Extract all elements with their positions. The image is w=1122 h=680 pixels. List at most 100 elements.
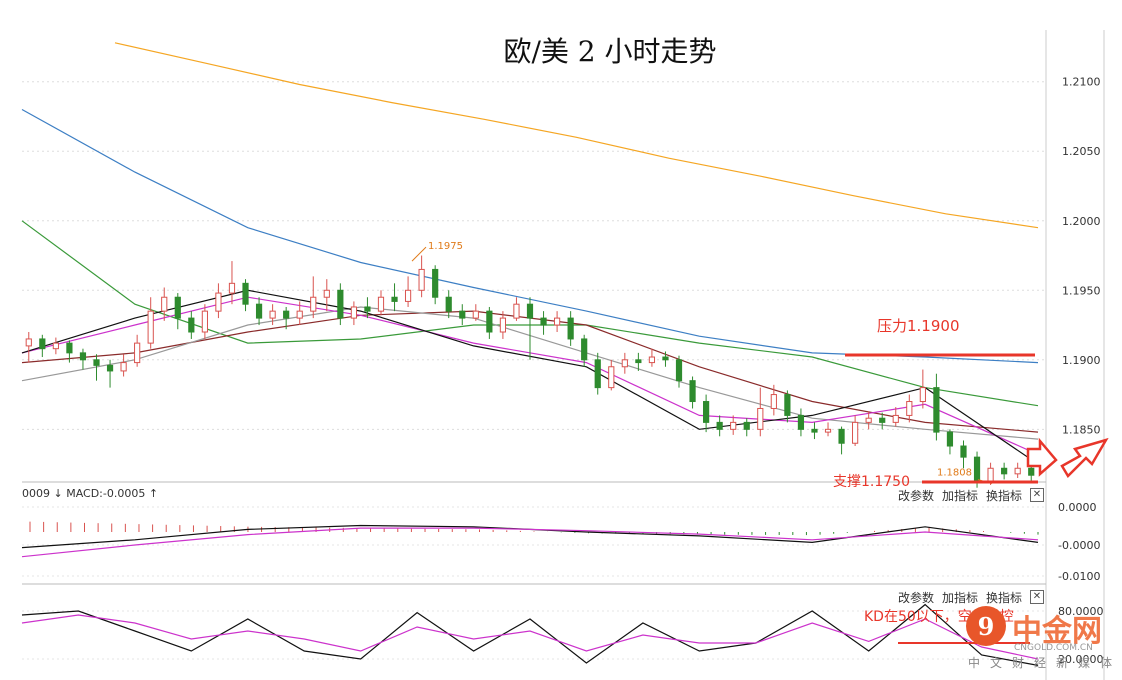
candle-body (1028, 467, 1035, 476)
candle-body (391, 296, 398, 302)
candle-body (161, 296, 168, 312)
chart-title: 欧/美 2 小时走势 (503, 35, 717, 68)
candle-body (269, 310, 276, 319)
watermark-logo-glyph: 9 (977, 612, 995, 641)
candle-body (513, 303, 520, 319)
candle-body (675, 359, 683, 382)
macd-change-params-button[interactable]: 改参数 (898, 489, 935, 503)
macd-tick-label: -0.0000 (1058, 539, 1100, 552)
candles-layer (25, 255, 1035, 488)
candle-body (310, 296, 317, 312)
candle-body (242, 282, 249, 305)
candle-body (581, 338, 588, 361)
candle-body (973, 456, 981, 483)
candle-body (52, 342, 59, 350)
watermark-subtitle: 中文财经新媒体 (968, 656, 1122, 670)
candle-body (66, 342, 73, 354)
ma-line-1 (114, 42, 1039, 229)
candle-body (404, 289, 412, 302)
candle-body (228, 282, 236, 294)
candle-body (79, 352, 87, 361)
candle-body (445, 296, 452, 312)
watermark-logo-icon: 9 (966, 606, 1006, 646)
kd-change-params-button[interactable]: 改参数 (898, 591, 935, 605)
macd-switch-indicator-button[interactable]: 换指标 (986, 489, 1023, 503)
candle-body (838, 428, 845, 444)
resistance-label: 压力1.1900 (877, 317, 960, 335)
grid-layer (22, 30, 1105, 680)
candle-body (743, 421, 750, 430)
kd-tick-label: 20.0000 (1058, 653, 1104, 666)
price-tick-label: 1.1900 (1062, 354, 1101, 367)
macd-tick-label: -0.0100 (1058, 570, 1100, 583)
candle-body (134, 342, 141, 364)
price-tick-label: 1.2000 (1062, 215, 1101, 228)
candle-body (296, 310, 303, 319)
candle-body (255, 303, 263, 319)
candle-body (526, 303, 534, 319)
kd-k-line (21, 603, 1039, 666)
candle-body (364, 306, 371, 312)
candle-body (540, 317, 547, 326)
candle-body (946, 431, 954, 447)
candle-body (106, 364, 114, 372)
high-pointer-line (411, 246, 427, 262)
kd-close-icon[interactable]: ✕ (1030, 590, 1044, 604)
macd-close-icon[interactable]: ✕ (1030, 488, 1044, 502)
arrow-up-right-icon (1060, 437, 1109, 479)
low-price-label: 1.1808 (937, 468, 972, 479)
candle-body (418, 268, 425, 291)
candle-body (377, 296, 385, 312)
candle-body (432, 268, 439, 298)
candle-body (1014, 467, 1021, 475)
candle-body (662, 356, 669, 361)
candle-body (147, 310, 154, 344)
kd-d-line (21, 614, 1039, 660)
candle-body (215, 292, 222, 312)
candle-body (350, 306, 357, 319)
candle-body (987, 467, 994, 483)
candle-body (608, 366, 615, 389)
candle-body (188, 317, 195, 333)
kd-tick-label: 80.0000 (1058, 605, 1104, 618)
candle-body (770, 394, 777, 409)
watermark-name: 中金网 (1012, 614, 1102, 649)
candle-body (337, 289, 344, 319)
candle-body (933, 387, 940, 433)
price-tick-label: 1.1850 (1062, 423, 1101, 436)
candle-body (486, 310, 493, 333)
macd-add-indicator-button[interactable]: 加指标 (942, 489, 979, 503)
candle-body (824, 428, 832, 433)
price-tick-label: 1.2050 (1062, 145, 1101, 158)
candle-body (892, 414, 899, 423)
candle-body (960, 445, 967, 458)
candle-body (811, 428, 818, 433)
watermark-url: CNGOLD.COM.CN (1014, 643, 1093, 653)
candle-body (757, 407, 764, 430)
kd-layer (21, 603, 1039, 666)
macd-tick-label: 0.0000 (1058, 501, 1097, 514)
kd-switch-indicator-button[interactable]: 换指标 (986, 591, 1023, 605)
candle-body (919, 387, 926, 403)
candle-body (703, 401, 710, 423)
candle-body (459, 310, 466, 319)
candle-body (797, 414, 805, 430)
candle-body (283, 310, 290, 319)
candle-body (906, 401, 913, 416)
candle-body (648, 356, 656, 364)
candle-body (120, 362, 127, 372)
kd-add-indicator-button[interactable]: 加指标 (942, 591, 979, 605)
candle-body (635, 359, 642, 364)
candle-body (472, 310, 479, 319)
candle-body (1001, 467, 1008, 475)
candle-body (689, 380, 696, 403)
candle-body (323, 289, 330, 298)
candle-body (174, 296, 181, 319)
candle-body (201, 310, 208, 333)
axis-layer: 1.2100 1.2050 1.2000 1.1950 1.1900 1.1850 0009… (22, 76, 1104, 666)
candle-body (93, 359, 100, 366)
candle-body (621, 359, 628, 368)
candle-body (730, 421, 737, 430)
